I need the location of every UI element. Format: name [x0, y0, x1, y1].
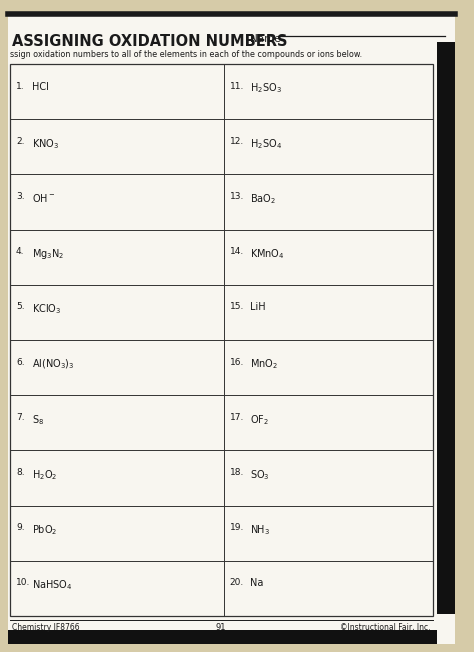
Text: 17.: 17. [229, 413, 244, 422]
Text: Chemistry IF8766: Chemistry IF8766 [12, 623, 80, 632]
Text: 10.: 10. [16, 578, 30, 587]
Text: 15.: 15. [229, 303, 244, 312]
Text: 9.: 9. [16, 524, 25, 532]
Text: 20.: 20. [229, 578, 244, 587]
Text: 6.: 6. [16, 358, 25, 366]
Text: NH$_3$: NH$_3$ [250, 524, 270, 537]
Text: H$_2$O$_2$: H$_2$O$_2$ [32, 468, 57, 482]
Text: 3.: 3. [16, 192, 25, 201]
Text: OF$_2$: OF$_2$ [250, 413, 269, 426]
Text: 16.: 16. [229, 358, 244, 366]
Text: SO$_3$: SO$_3$ [250, 468, 269, 482]
Text: NaHSO$_4$: NaHSO$_4$ [32, 578, 73, 592]
Text: Na: Na [250, 578, 263, 589]
Text: 7.: 7. [16, 413, 25, 422]
Bar [8, 630, 437, 644]
Text: 1.: 1. [16, 82, 25, 91]
Text: ASSIGNING OXIDATION NUMBERS: ASSIGNING OXIDATION NUMBERS [12, 34, 288, 49]
Text: 14.: 14. [229, 247, 244, 256]
Text: KClO$_3$: KClO$_3$ [32, 303, 62, 316]
Text: PbO$_2$: PbO$_2$ [32, 524, 57, 537]
Text: BaO$_2$: BaO$_2$ [250, 192, 275, 206]
Text: LiH: LiH [250, 303, 265, 312]
Text: 12.: 12. [229, 137, 244, 146]
Text: 2.: 2. [16, 137, 25, 146]
Text: H$_2$SO$_3$: H$_2$SO$_3$ [250, 82, 282, 95]
Text: MnO$_2$: MnO$_2$ [250, 358, 278, 372]
Text: KNO$_3$: KNO$_3$ [32, 137, 59, 151]
Text: H$_2$SO$_4$: H$_2$SO$_4$ [250, 137, 282, 151]
Text: Mg$_3$N$_2$: Mg$_3$N$_2$ [32, 247, 64, 261]
Text: Name: Name [250, 34, 281, 44]
Text: 8.: 8. [16, 468, 25, 477]
Text: KMnO$_4$: KMnO$_4$ [250, 247, 284, 261]
Text: 19.: 19. [229, 524, 244, 532]
Text: HCl: HCl [32, 82, 49, 92]
Text: ssign oxidation numbers to all of the elements in each of the compounds or ions : ssign oxidation numbers to all of the el… [10, 50, 362, 59]
Text: 11.: 11. [229, 82, 244, 91]
Bar [10, 64, 433, 616]
Text: 18.: 18. [229, 468, 244, 477]
Text: S$_8$: S$_8$ [32, 413, 44, 426]
Text: 91: 91 [215, 623, 226, 632]
Text: 5.: 5. [16, 303, 25, 312]
Text: OH$^-$: OH$^-$ [32, 192, 55, 204]
Text: 13.: 13. [229, 192, 244, 201]
Text: 4.: 4. [16, 247, 25, 256]
Text: Al(NO$_3$)$_3$: Al(NO$_3$)$_3$ [32, 358, 74, 371]
Bar [437, 42, 455, 614]
Text: ©Instructional Fair, Inc.: ©Instructional Fair, Inc. [340, 623, 431, 632]
